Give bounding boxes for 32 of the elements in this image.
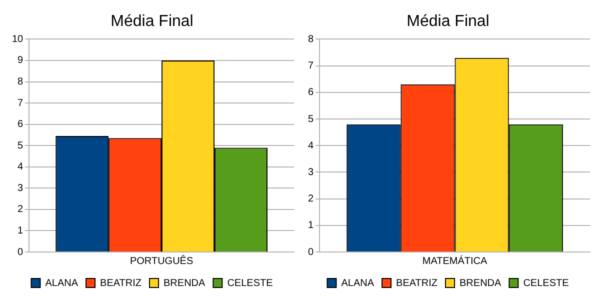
legend-label: BEATRIZ (100, 278, 142, 289)
y-tick-label: 8 (308, 34, 314, 45)
y-tick-label: 9 (18, 55, 24, 66)
x-tick-label: PORTUGUÊS (130, 254, 194, 267)
y-tick-label: 1 (308, 220, 314, 232)
y-tick-label: 10 (12, 34, 24, 45)
y-tick-label: 8 (18, 76, 24, 88)
y-tick-label: 2 (18, 204, 24, 216)
legend-label: BRENDA (460, 278, 502, 289)
y-tick-label: 5 (18, 140, 24, 152)
y-tick-label: 3 (308, 166, 314, 178)
y-tick-label: 1 (18, 225, 24, 236)
y-tick-label: 4 (308, 140, 314, 152)
legend-label: BEATRIZ (396, 278, 438, 289)
y-tick-label: 0 (18, 246, 24, 258)
legend-label: CELESTE (227, 278, 274, 289)
legend-label: CELESTE (523, 278, 570, 289)
y-tick-label: 7 (308, 60, 314, 72)
chart-title: Média Final (406, 13, 490, 30)
chart-title: Média Final (110, 13, 194, 30)
y-tick-label: 4 (18, 162, 24, 173)
legend-label: ALANA (341, 278, 374, 289)
y-tick-label: 5 (308, 114, 314, 125)
y-tick-label: 6 (18, 119, 24, 130)
y-tick-label: 0 (308, 246, 314, 258)
y-tick-label: 2 (308, 194, 314, 205)
y-tick-label: 7 (18, 98, 24, 109)
x-tick-label: MATEMÁTICA (422, 254, 488, 267)
legend-label: ALANA (45, 278, 78, 289)
y-tick-label: 3 (18, 182, 24, 194)
y-tick-label: 6 (308, 87, 314, 98)
legend-label: BRENDA (164, 278, 206, 289)
